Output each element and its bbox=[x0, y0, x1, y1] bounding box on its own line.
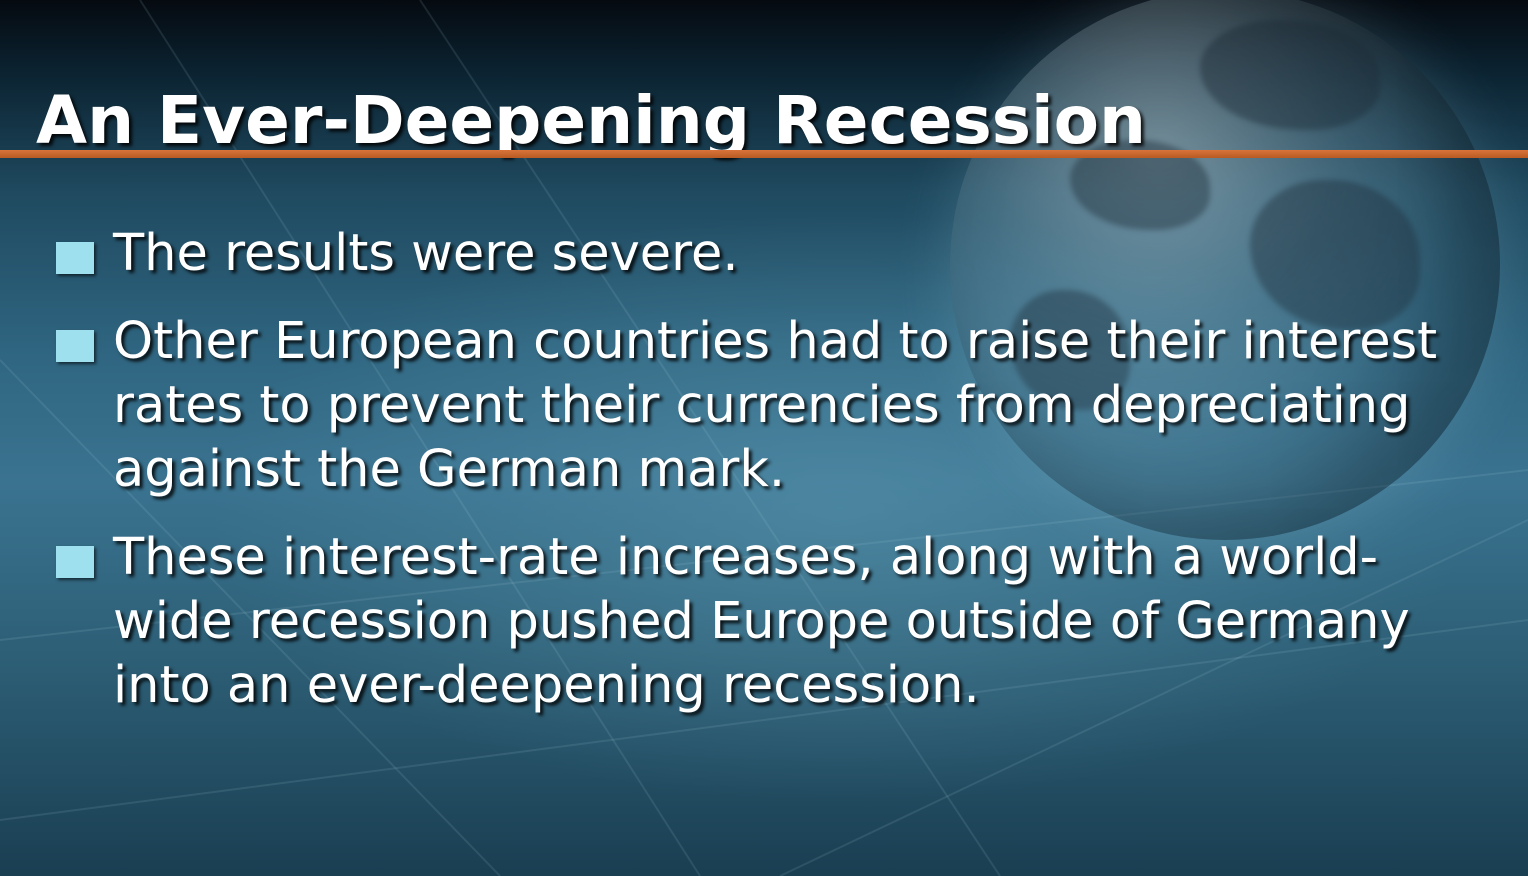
square-bullet-icon bbox=[56, 330, 94, 362]
globe-icon bbox=[950, 0, 1500, 540]
square-bullet-icon bbox=[56, 242, 94, 274]
bullet-item: These interest-rate increases, along wit… bbox=[56, 526, 1476, 718]
bullet-item: The results were severe. bbox=[56, 222, 1476, 286]
bullet-item: Other European countries had to raise th… bbox=[56, 310, 1476, 502]
bullet-text: The results were severe. bbox=[113, 224, 739, 283]
title-underline bbox=[0, 150, 1528, 158]
square-bullet-icon bbox=[56, 546, 94, 578]
bullet-text: Other European countries had to raise th… bbox=[113, 312, 1438, 499]
slide-title: An Ever-Deepening Recession bbox=[36, 82, 1146, 159]
bullet-list: The results were severe. Other European … bbox=[56, 222, 1476, 742]
bullet-text: These interest-rate increases, along wit… bbox=[113, 528, 1410, 715]
